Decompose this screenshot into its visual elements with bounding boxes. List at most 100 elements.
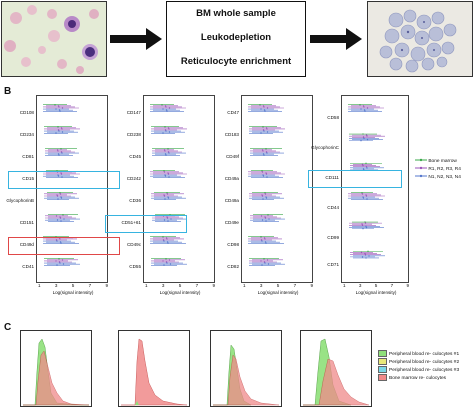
range-dot bbox=[364, 252, 366, 255]
range-dot bbox=[365, 134, 368, 136]
range-dot bbox=[168, 128, 170, 130]
marker-plot-2 bbox=[143, 95, 215, 283]
range-dot bbox=[57, 126, 59, 128]
marker-label: CD81 bbox=[22, 154, 34, 159]
range-dot bbox=[362, 196, 364, 198]
range-dot bbox=[264, 216, 266, 218]
range-dot bbox=[262, 198, 264, 200]
range-dot bbox=[169, 263, 172, 265]
range-dot bbox=[365, 226, 368, 229]
panel-b-letter: B bbox=[4, 86, 12, 97]
hist-legend-item-3: Peripheral blood re- culocytes #3 bbox=[378, 366, 459, 373]
range-dot bbox=[60, 220, 62, 222]
range-dot bbox=[265, 196, 267, 198]
swatch-yellow bbox=[378, 358, 387, 365]
range-dot bbox=[262, 126, 264, 128]
range-dot bbox=[265, 197, 268, 199]
range-dot bbox=[60, 172, 62, 174]
range-dot bbox=[165, 258, 167, 260]
range-dot bbox=[167, 148, 169, 150]
range-dot bbox=[260, 108, 262, 110]
histogram-2-curves bbox=[121, 338, 188, 406]
range-dot bbox=[59, 192, 61, 194]
range-dot bbox=[368, 255, 370, 257]
range-dot bbox=[57, 198, 59, 200]
hist-legend-item-4: Bone marrow re- culocytes bbox=[378, 374, 446, 381]
range-dot bbox=[55, 215, 58, 217]
marker-plot-4-bars bbox=[348, 104, 385, 259]
range-dot bbox=[59, 241, 62, 243]
range-dot bbox=[263, 237, 266, 239]
range-dot bbox=[267, 214, 269, 216]
range-dot bbox=[163, 219, 166, 221]
range-dot bbox=[60, 151, 63, 153]
range-dot bbox=[266, 131, 269, 133]
flow-step-2: Leukodepletion bbox=[200, 32, 272, 43]
range-dot bbox=[167, 197, 170, 199]
range-dot bbox=[56, 240, 58, 242]
range-dot bbox=[262, 175, 265, 177]
cd49d-highlight-box bbox=[8, 237, 120, 255]
range-dot bbox=[360, 251, 363, 254]
range-dot bbox=[168, 131, 171, 133]
range-dot bbox=[167, 196, 169, 198]
range-dot bbox=[60, 242, 62, 244]
reticulocyte-image bbox=[367, 1, 473, 77]
range-dot bbox=[166, 110, 168, 112]
range-dot bbox=[56, 195, 59, 197]
range-dot bbox=[165, 237, 168, 239]
range-dot bbox=[166, 262, 168, 264]
histogram-1-curves bbox=[23, 338, 90, 406]
range-dot bbox=[261, 194, 263, 196]
legend-label: Bone marrow bbox=[428, 159, 457, 164]
range-dot bbox=[263, 154, 265, 156]
range-dot bbox=[260, 132, 262, 134]
range-dot bbox=[164, 105, 167, 107]
range-dot bbox=[261, 264, 263, 266]
marker-label: CD49a bbox=[224, 198, 239, 203]
range-dot bbox=[164, 198, 166, 200]
range-dot bbox=[55, 260, 57, 262]
range-dot bbox=[161, 104, 163, 106]
range-dot bbox=[57, 175, 60, 177]
swatch-green bbox=[378, 350, 387, 357]
range-dot bbox=[261, 219, 264, 221]
range-dot bbox=[361, 223, 363, 225]
range-dot bbox=[262, 129, 265, 131]
reticulocyte-illustration bbox=[368, 2, 472, 76]
range-dot bbox=[263, 109, 266, 111]
marker-label: CD49a bbox=[224, 176, 239, 181]
range-dot bbox=[364, 221, 366, 223]
legend-label: Peripheral blood re- culocytes #1 bbox=[389, 351, 460, 357]
range-dot bbox=[62, 214, 64, 216]
legend-label: Peripheral blood re- culocytes #2 bbox=[389, 359, 460, 365]
cd15-highlight-box bbox=[8, 171, 120, 189]
legend-item-n: N1, N2, N3, N4 bbox=[415, 174, 461, 180]
marker-label: CD183 bbox=[224, 132, 239, 137]
panel-c-letter: C bbox=[4, 322, 12, 333]
range-dot bbox=[263, 258, 265, 260]
range-dot bbox=[58, 154, 60, 156]
range-dot bbox=[363, 106, 365, 108]
range-dot bbox=[170, 218, 172, 220]
range-dot bbox=[162, 108, 164, 110]
range-dot bbox=[164, 153, 167, 155]
range-dot bbox=[261, 149, 264, 151]
range-dot bbox=[265, 151, 268, 153]
marker-label: CD49c bbox=[126, 242, 141, 247]
swatch-red bbox=[378, 374, 387, 381]
range-dot bbox=[366, 138, 369, 141]
range-dot bbox=[261, 195, 264, 197]
range-dot bbox=[166, 216, 168, 218]
range-dot bbox=[54, 104, 56, 106]
range-dot bbox=[165, 261, 168, 263]
range-dot bbox=[58, 261, 61, 263]
range-dot bbox=[261, 240, 263, 242]
range-dot bbox=[58, 106, 60, 108]
range-dot bbox=[360, 108, 362, 110]
range-dot bbox=[264, 110, 266, 112]
range-dot bbox=[164, 129, 167, 131]
range-dot bbox=[265, 173, 268, 175]
range-dot bbox=[60, 197, 63, 199]
